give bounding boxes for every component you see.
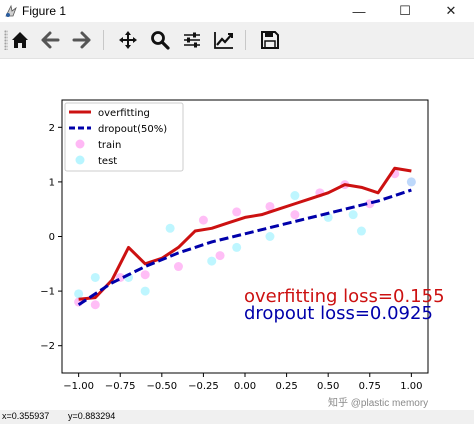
y-tick-label: 1 xyxy=(49,177,55,188)
subplots-button[interactable] xyxy=(180,28,204,52)
overfitting-line xyxy=(78,166,412,301)
legend-train-label: train xyxy=(98,140,121,151)
title-bar: Figure 1 — ☐ ✕ xyxy=(0,0,474,22)
sliders-icon xyxy=(184,32,200,48)
test-point xyxy=(406,177,416,187)
line-chart-icon xyxy=(214,32,233,49)
minimize-button[interactable]: — xyxy=(336,0,382,22)
y-tick-label: 2 xyxy=(49,123,55,134)
train-point xyxy=(215,251,225,261)
back-button[interactable] xyxy=(38,28,62,52)
home-button[interactable] xyxy=(8,28,32,52)
edit-axes-button[interactable] xyxy=(212,28,236,52)
overfitting-loss-annotation: overfitting loss=0.155 xyxy=(244,286,445,307)
plot-svg[interactable]: −1.00 −0.75 −0.50 −0.25 0.00 0.25 0.50 0.75 1.00… xyxy=(0,59,474,410)
home-icon xyxy=(12,32,28,48)
forward-button[interactable] xyxy=(70,28,94,52)
test-point xyxy=(232,242,242,252)
save-icon xyxy=(261,31,279,49)
test-point xyxy=(140,286,150,296)
train-point xyxy=(90,300,100,310)
watermark: 知乎 @plastic memory xyxy=(328,398,429,409)
close-icon: ✕ xyxy=(445,3,457,18)
arrow-left-icon xyxy=(41,31,60,49)
toolbar-separator xyxy=(103,30,104,50)
train-point xyxy=(265,201,275,211)
x-tick-label: −0.75 xyxy=(105,381,136,392)
train-point xyxy=(173,262,183,272)
test-point xyxy=(165,223,175,233)
legend-overfitting-label: overfitting xyxy=(98,108,150,119)
y-tick-label: −1 xyxy=(40,287,55,298)
window-title: Figure 1 xyxy=(22,4,67,18)
cursor-x-readout: x=0.355937 xyxy=(2,411,50,421)
move-icon xyxy=(119,31,137,49)
train-point xyxy=(198,215,208,225)
x-tick-label: −1.00 xyxy=(63,381,94,392)
arrow-right-icon xyxy=(72,31,91,49)
test-point xyxy=(207,256,217,266)
train-point xyxy=(140,270,150,280)
pan-button[interactable] xyxy=(116,28,140,52)
minimize-icon: — xyxy=(352,3,366,19)
dropout-line xyxy=(77,188,412,307)
test-point xyxy=(290,191,300,201)
cursor-y-readout: y=0.883294 xyxy=(68,411,116,421)
maximize-button[interactable]: ☐ xyxy=(382,0,428,22)
figure-canvas[interactable]: −1.00 −0.75 −0.50 −0.25 0.00 0.25 0.50 0.75 1.00… xyxy=(0,59,474,410)
toolbar-separator xyxy=(245,30,246,50)
dropout-loss-annotation: dropout loss=0.0925 xyxy=(244,303,433,324)
y-tick-label: 0 xyxy=(49,232,55,243)
save-button[interactable] xyxy=(258,28,282,52)
legend-train-swatch xyxy=(75,139,85,149)
close-button[interactable]: ✕ xyxy=(428,0,474,22)
toolbar-grip[interactable] xyxy=(4,30,8,50)
x-tick-label: 1.00 xyxy=(400,381,422,392)
test-point xyxy=(265,232,275,241)
test-point xyxy=(74,289,84,299)
legend-dropout-label: dropout(50%) xyxy=(98,124,167,135)
canvas-right-edge xyxy=(468,59,474,410)
x-tick-label: −0.50 xyxy=(146,381,177,392)
x-tick-label: 0.50 xyxy=(317,381,339,392)
x-tick-label: 0.00 xyxy=(234,381,256,392)
test-point xyxy=(90,272,100,282)
x-tick-label: −0.25 xyxy=(188,381,219,392)
search-icon xyxy=(151,31,170,50)
legend: overfitting dropout(50%) train test xyxy=(64,102,184,172)
zoom-button[interactable] xyxy=(148,28,172,52)
legend-test-label: test xyxy=(98,156,117,167)
y-tick-label: −2 xyxy=(40,341,55,352)
train-point xyxy=(290,210,300,220)
toolbar xyxy=(0,22,474,59)
x-tick-label: 0.25 xyxy=(275,381,297,392)
matplotlib-app-icon xyxy=(5,4,17,17)
x-tick-label: 0.75 xyxy=(359,381,381,392)
legend-test-swatch xyxy=(75,155,85,165)
test-point xyxy=(356,226,366,236)
status-bar: x=0.355937 y=0.883294 xyxy=(0,410,474,424)
test-point xyxy=(348,210,358,220)
train-point xyxy=(232,207,242,217)
maximize-icon: ☐ xyxy=(399,3,411,18)
